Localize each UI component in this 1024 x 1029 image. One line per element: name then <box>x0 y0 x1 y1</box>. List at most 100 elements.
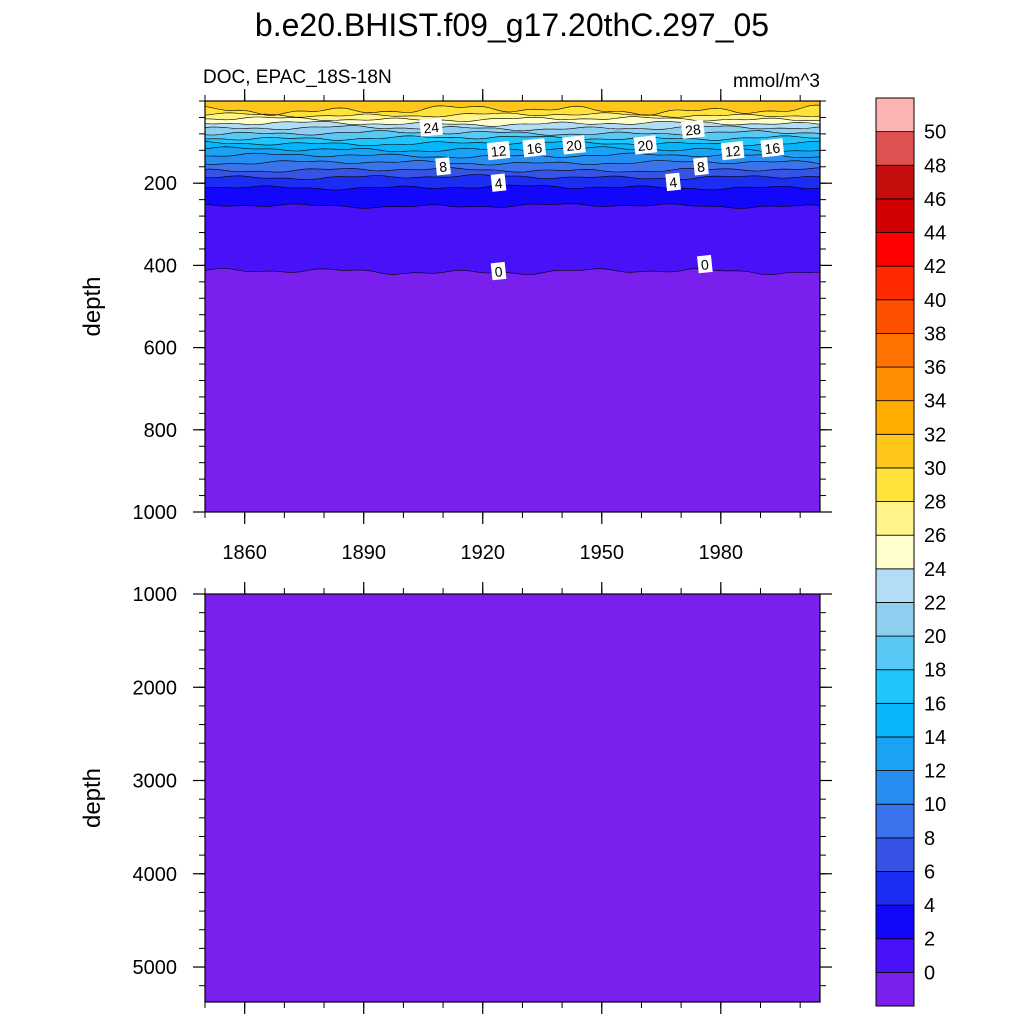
contour-label-bg <box>681 119 705 139</box>
colorbar-swatch <box>875 400 915 435</box>
colorbar-label: 34 <box>924 391 946 413</box>
contour-label-text: 28 <box>684 121 701 139</box>
colorbar-label: 22 <box>924 592 946 614</box>
contour-label-text: 4 <box>668 174 678 191</box>
contour-label: 4 <box>665 172 681 192</box>
contour-line-6 <box>205 174 820 180</box>
contour-label-bg <box>490 261 507 281</box>
colorbar-swatch <box>875 602 915 637</box>
colorbar-swatch <box>875 702 915 738</box>
colorbar-swatch <box>875 568 915 603</box>
y-tick-label: 4000 <box>133 864 178 886</box>
contour-line-28 <box>205 112 820 118</box>
y-axis-label: depth <box>79 768 106 828</box>
colorbar-swatch <box>875 635 915 671</box>
colorbar-swatch <box>875 669 915 704</box>
contour-line-16 <box>205 140 820 147</box>
panel-frame <box>204 593 821 1003</box>
x-tick-label: 1950 <box>580 542 625 564</box>
contour-label-bg <box>562 135 586 155</box>
colorbar-label: 30 <box>924 458 946 480</box>
contour-label-text: 24 <box>423 119 440 137</box>
contour-label-bg <box>760 138 785 158</box>
contour-label-bg <box>665 172 681 192</box>
contour-label: 28 <box>681 119 705 139</box>
colorbar-swatch <box>875 938 915 973</box>
contour-label: 12 <box>486 140 511 161</box>
colorbar-swatch <box>875 232 915 267</box>
contour-fills <box>205 101 820 275</box>
contour-label: 8 <box>435 157 451 176</box>
colorbar-swatch <box>875 467 915 502</box>
contour-label-text: 8 <box>438 158 448 175</box>
y-tick-label: 1000 <box>133 502 178 524</box>
contour-label: 12 <box>720 140 745 161</box>
contour-label-bg <box>419 117 443 137</box>
colorbar-swatch <box>875 534 915 570</box>
contour-line-12 <box>205 152 820 159</box>
colorbar-label: 2 <box>924 929 935 951</box>
contour-line-30 <box>205 104 820 116</box>
contour-label-text: 0 <box>700 256 710 273</box>
colorbar-label: 4 <box>924 895 935 917</box>
contour-label: 16 <box>760 138 785 158</box>
contour-line-26 <box>205 116 820 122</box>
contour-label: 8 <box>693 157 709 176</box>
colorbar-label: 14 <box>924 727 946 749</box>
contour-line-24 <box>205 121 820 127</box>
colorbar-label: 24 <box>924 559 946 581</box>
colorbar-label: 12 <box>924 761 946 783</box>
contour-line-2 <box>205 203 820 209</box>
contour-label: 24 <box>419 117 443 137</box>
x-tick-label: 1860 <box>222 542 267 564</box>
contour-label-bg <box>633 135 658 155</box>
colorbar-swatch <box>875 265 915 301</box>
variable-label: DOC, EPAC_18S-18N <box>203 67 392 88</box>
colorbar-swatch <box>875 333 915 368</box>
x-tick-label: 1920 <box>460 542 505 564</box>
contour-label-bg <box>720 140 745 161</box>
y-tick-label: 1000 <box>133 584 178 606</box>
contour-label-bg <box>486 140 511 161</box>
colorbar-label: 46 <box>924 189 946 211</box>
contour-label-bg <box>435 157 451 176</box>
colorbar-label: 8 <box>924 828 935 850</box>
y-tick-label: 400 <box>144 255 177 277</box>
contour-line-18 <box>205 135 820 141</box>
contour-line-8 <box>205 167 820 173</box>
contour-line-14 <box>205 146 820 153</box>
contour-label-text: 12 <box>490 142 507 160</box>
colorbar-label: 10 <box>924 794 946 816</box>
x-tick-label: 1890 <box>341 542 386 564</box>
colorbar-swatch <box>875 433 915 469</box>
colorbar-label: 42 <box>924 256 946 278</box>
contour-label-text: 0 <box>494 263 504 280</box>
colorbar-swatch <box>875 971 915 1007</box>
colorbar-label: 40 <box>924 290 946 312</box>
contour-label-text: 8 <box>696 158 706 175</box>
contour-label-bg <box>490 173 507 192</box>
contour-lines <box>205 104 820 276</box>
y-tick-label: 800 <box>144 420 177 442</box>
contour-line-4 <box>205 184 820 191</box>
contour-label: 0 <box>696 254 713 274</box>
contour-label-text: 20 <box>565 137 582 155</box>
colorbar-label: 28 <box>924 492 946 514</box>
colorbar-swatch <box>875 299 915 334</box>
colorbar-label: 26 <box>924 525 946 547</box>
colorbar-swatch <box>875 198 915 233</box>
contour-fill-30 <box>205 101 820 116</box>
colorbar-frame <box>875 97 915 1007</box>
colorbar-label: 20 <box>924 626 946 648</box>
contour-line-10 <box>205 160 820 166</box>
colorbar-swatch <box>875 97 915 133</box>
colorbar-label: 36 <box>924 357 946 379</box>
colorbar: 0246810121416182022242628303234363840424… <box>875 97 946 1007</box>
colorbar-swatch <box>875 164 915 200</box>
y-tick-label: 600 <box>144 338 177 360</box>
colorbar-swatch <box>875 366 915 402</box>
y-tick-label: 200 <box>144 173 177 195</box>
panel-base-fill <box>205 594 820 1002</box>
